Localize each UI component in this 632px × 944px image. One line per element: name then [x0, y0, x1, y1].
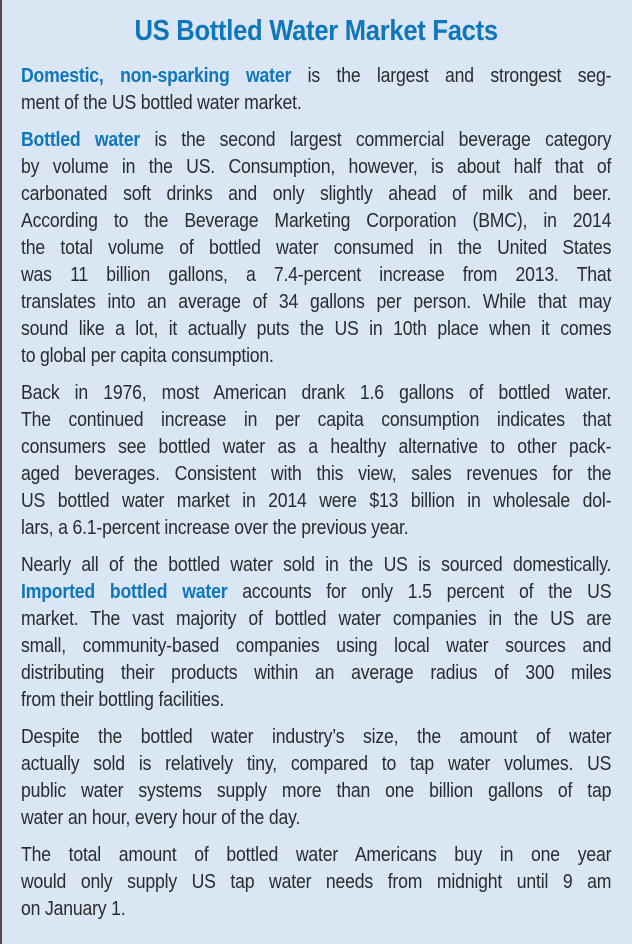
text-run: is the largest and strongest seg-	[291, 65, 612, 87]
text-line: The continued increase in per capita con…	[21, 407, 611, 434]
text-run: distributing their products within an av…	[21, 662, 612, 684]
text-run: Despite the bottled water industry’s siz…	[21, 726, 612, 748]
text-line: US bottled water market in 2014 were $13…	[21, 488, 611, 515]
text-line: According to the Beverage Marketing Corp…	[21, 208, 611, 235]
text-run: by volume in the US. Consumption, howeve…	[21, 156, 612, 178]
text-line: carbonated soft drinks and only slightly…	[21, 181, 611, 208]
text-run: According to the Beverage Marketing Corp…	[21, 210, 612, 232]
paragraph: Bottled water is the second largest comm…	[21, 127, 611, 370]
text-run: consumers see bottled water as a healthy…	[21, 436, 612, 458]
text-run: from their bottling facilities.	[21, 689, 225, 711]
paragraph: The total amount of bottled water Americ…	[21, 842, 611, 923]
text-line: Nearly all of the bottled water sold in …	[21, 552, 611, 579]
text-run: accounts for only 1.5 percent of the US	[227, 581, 612, 603]
highlighted-term: Imported bottled water	[21, 581, 228, 603]
text-run: lars, a 6.1-percent increase over the pr…	[21, 517, 409, 539]
text-line: was 11 billion gallons, a 7.4-percent in…	[21, 262, 611, 289]
text-line: Despite the bottled water industry’s siz…	[21, 724, 611, 751]
paragraph: Domestic, non-sparking water is the larg…	[21, 63, 611, 117]
text-line: consumers see bottled water as a healthy…	[21, 434, 611, 461]
text-run: to global per capita consumption.	[21, 345, 274, 367]
text-line: Back in 1976, most American drank 1.6 ga…	[21, 380, 611, 407]
text-line: Bottled water is the second largest comm…	[21, 127, 611, 154]
text-run: aged beverages. Consistent with this vie…	[21, 463, 612, 485]
highlighted-term: Domestic, non-sparking water	[21, 65, 292, 87]
text-line: by volume in the US. Consumption, howeve…	[21, 154, 611, 181]
text-line: lars, a 6.1-percent increase over the pr…	[21, 515, 611, 542]
text-line: the total volume of bottled water consum…	[21, 235, 611, 262]
text-line: small, community-based companies using l…	[21, 633, 611, 660]
text-run: carbonated soft drinks and only slightly…	[21, 183, 612, 205]
text-run: Nearly all of the bottled water sold in …	[21, 554, 612, 576]
text-run: market. The vast majority of bottled wat…	[21, 608, 612, 630]
text-line: Imported bottled water accounts for only…	[21, 579, 611, 606]
text-line: water an hour, every hour of the day.	[21, 805, 611, 832]
text-run: ment of the US bottled water market.	[21, 92, 302, 114]
text-line: sound like a lot, it actually puts the U…	[21, 316, 611, 343]
text-run: the total volume of bottled water consum…	[21, 237, 612, 259]
text-line: Domestic, non-sparking water is the larg…	[21, 63, 611, 90]
text-run: sound like a lot, it actually puts the U…	[21, 318, 612, 340]
text-run: is the second largest commercial beverag…	[140, 129, 612, 151]
text-run: public water systems supply more than on…	[21, 780, 612, 802]
text-line: on January 1.	[21, 896, 611, 923]
text-run: The total amount of bottled water Americ…	[21, 844, 612, 866]
text-line: to global per capita consumption.	[21, 343, 611, 370]
text-run: would only supply US tap water needs fro…	[21, 871, 612, 893]
text-line: would only supply US tap water needs fro…	[21, 869, 611, 896]
text-column: US Bottled Water Market Facts Domestic, …	[21, 0, 611, 923]
text-line: translates into an average of 34 gallons…	[21, 289, 611, 316]
text-run: actually sold is relatively tiny, compar…	[21, 753, 612, 775]
text-line: distributing their products within an av…	[21, 660, 611, 687]
page-edge-artifact	[0, 0, 2, 944]
text-run: Back in 1976, most American drank 1.6 ga…	[21, 382, 612, 404]
text-line: actually sold is relatively tiny, compar…	[21, 751, 611, 778]
text-line: aged beverages. Consistent with this vie…	[21, 461, 611, 488]
text-run: The continued increase in per capita con…	[21, 409, 612, 431]
paragraph: Despite the bottled water industry’s siz…	[21, 724, 611, 832]
text-line: from their bottling facilities.	[21, 687, 611, 714]
highlighted-term: Bottled water	[21, 129, 141, 151]
text-run: small, community-based companies using l…	[21, 635, 612, 657]
text-run: water an hour, every hour of the day.	[21, 807, 301, 829]
paragraph: Nearly all of the bottled water sold in …	[21, 552, 611, 714]
text-run: US bottled water market in 2014 were $13…	[21, 490, 612, 512]
body-paragraphs: Domestic, non-sparking water is the larg…	[21, 63, 611, 923]
text-line: The total amount of bottled water Americ…	[21, 842, 611, 869]
text-line: public water systems supply more than on…	[21, 778, 611, 805]
paragraph: Back in 1976, most American drank 1.6 ga…	[21, 380, 611, 542]
page-title: US Bottled Water Market Facts	[134, 15, 498, 47]
text-run: on January 1.	[21, 898, 126, 920]
text-run: translates into an average of 34 gallons…	[21, 291, 612, 313]
text-line: market. The vast majority of bottled wat…	[21, 606, 611, 633]
text-run: was 11 billion gallons, a 7.4-percent in…	[21, 264, 612, 286]
text-line: ment of the US bottled water market.	[21, 90, 611, 117]
